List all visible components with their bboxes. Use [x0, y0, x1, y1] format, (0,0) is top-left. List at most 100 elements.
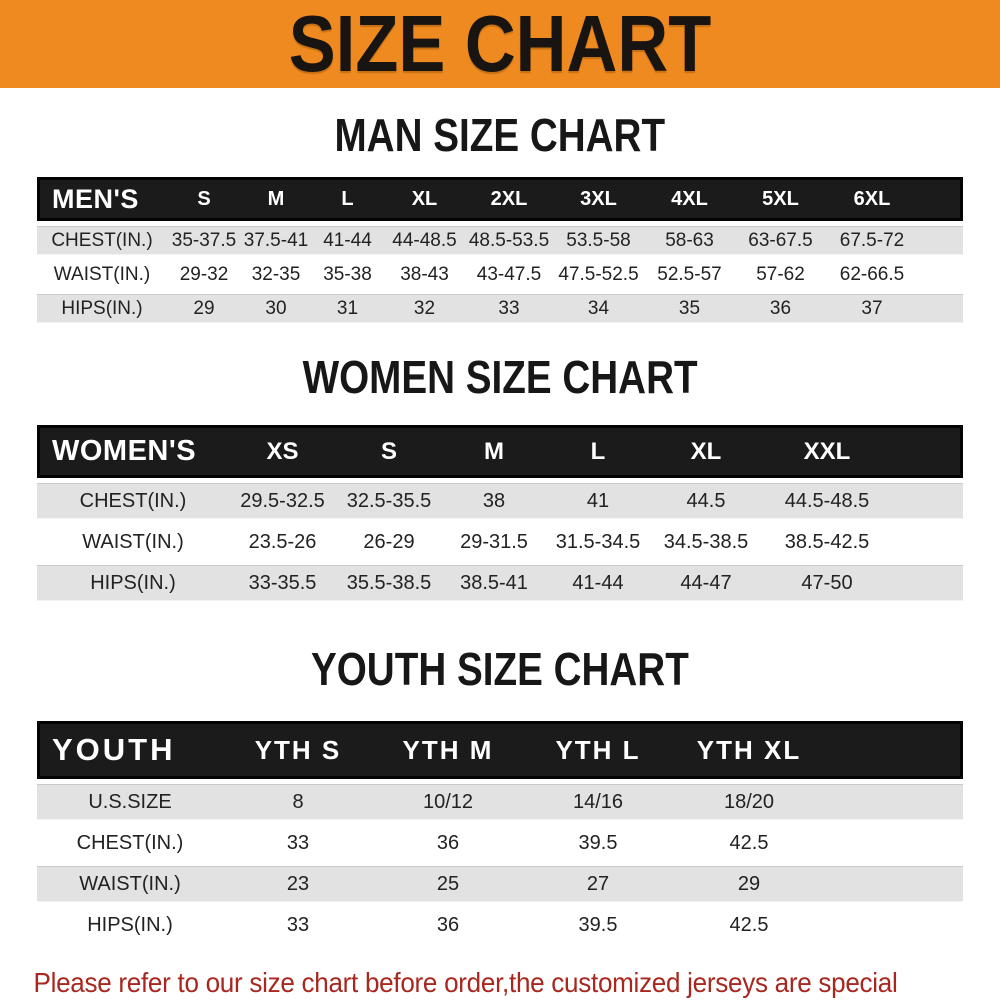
men-col-header-7: 5XL: [735, 177, 826, 221]
size-cell: 41: [546, 483, 650, 519]
size-cell: 29: [167, 294, 241, 323]
men-header-label: MEN'S: [37, 177, 167, 221]
youth-header-row: YOUTH YTH S YTH M YTH L YTH XL: [37, 721, 963, 779]
size-cell: 33: [465, 294, 553, 323]
size-cell: 39.5: [523, 907, 673, 943]
header-spacer: [825, 721, 963, 779]
size-cell: 47-50: [762, 565, 892, 601]
size-cell: 36: [735, 294, 826, 323]
size-cell: 33: [223, 907, 373, 943]
size-cell: 8: [223, 784, 373, 820]
size-cell: 29: [673, 866, 825, 902]
youth-row-3: HIPS(IN.) 33 36 39.5 42.5: [37, 907, 963, 943]
size-cell: 38-43: [384, 260, 465, 289]
youth-col-header-1: YTH M: [373, 721, 523, 779]
row-label: CHEST(IN.): [37, 825, 223, 861]
men-row-1: WAIST(IN.) 29-32 32-35 35-38 38-43 43-47.5 47.…: [37, 260, 963, 289]
row-label: CHEST(IN.): [37, 483, 229, 519]
row-spacer: [892, 524, 963, 560]
section-heading-women-text: WOMEN SIZE CHART: [302, 351, 698, 403]
size-cell: 41-44: [546, 565, 650, 601]
disclaimer-note: Please refer to our size chart before or…: [0, 964, 1000, 1000]
size-cell: 10/12: [373, 784, 523, 820]
size-cell: 29.5-32.5: [229, 483, 336, 519]
row-label: WAIST(IN.): [37, 866, 223, 902]
row-spacer: [892, 483, 963, 519]
size-cell: 34.5-38.5: [650, 524, 762, 560]
size-cell: 25: [373, 866, 523, 902]
row-spacer: [825, 866, 963, 902]
size-cell: 23.5-26: [229, 524, 336, 560]
size-cell: 33-35.5: [229, 565, 336, 601]
women-header-row: WOMEN'S XS S M L XL XXL: [37, 425, 963, 478]
size-cell: 35-37.5: [167, 226, 241, 255]
men-col-header-6: 4XL: [644, 177, 735, 221]
size-cell: 39.5: [523, 825, 673, 861]
size-cell: 36: [373, 907, 523, 943]
size-cell: 44-47: [650, 565, 762, 601]
row-label: WAIST(IN.): [37, 524, 229, 560]
youth-row-1: CHEST(IN.) 33 36 39.5 42.5: [37, 825, 963, 861]
women-col-header-2: M: [442, 425, 546, 478]
size-cell: 35-38: [311, 260, 384, 289]
row-label: CHEST(IN.): [37, 226, 167, 255]
banner: SIZE CHART: [0, 0, 1000, 88]
men-col-header-0: S: [167, 177, 241, 221]
section-heading-man-text: MAN SIZE CHART: [334, 109, 666, 161]
size-cell: 48.5-53.5: [465, 226, 553, 255]
men-row-0: CHEST(IN.) 35-37.5 37.5-41 41-44 44-48.5 48.5…: [37, 226, 963, 255]
youth-size-table: YOUTH YTH S YTH M YTH L YTH XL U.S.SIZE 8 10/12…: [37, 716, 963, 948]
youth-row-0: U.S.SIZE 8 10/12 14/16 18/20: [37, 784, 963, 820]
size-cell: 67.5-72: [826, 226, 918, 255]
size-cell: 33: [223, 825, 373, 861]
row-label: HIPS(IN.): [37, 565, 229, 601]
size-cell: 63-67.5: [735, 226, 826, 255]
size-cell: 43-47.5: [465, 260, 553, 289]
men-col-header-5: 3XL: [553, 177, 644, 221]
youth-header-label: YOUTH: [37, 721, 223, 779]
size-cell: 38.5-42.5: [762, 524, 892, 560]
row-spacer: [892, 565, 963, 601]
size-cell: 29-31.5: [442, 524, 546, 560]
row-label: HIPS(IN.): [37, 294, 167, 323]
size-cell: 35.5-38.5: [336, 565, 442, 601]
size-cell: 44.5-48.5: [762, 483, 892, 519]
men-col-header-8: 6XL: [826, 177, 918, 221]
women-row-2: HIPS(IN.) 33-35.5 35.5-38.5 38.5-41 41-44 44-…: [37, 565, 963, 601]
men-col-header-2: L: [311, 177, 384, 221]
youth-row-2: WAIST(IN.) 23 25 27 29: [37, 866, 963, 902]
size-cell: 44-48.5: [384, 226, 465, 255]
size-cell: 53.5-58: [553, 226, 644, 255]
row-spacer: [918, 260, 963, 289]
size-cell: 44.5: [650, 483, 762, 519]
women-col-header-1: S: [336, 425, 442, 478]
size-cell: 32-35: [241, 260, 311, 289]
row-label: U.S.SIZE: [37, 784, 223, 820]
size-cell: 14/16: [523, 784, 673, 820]
size-cell: 41-44: [311, 226, 384, 255]
size-cell: 29-32: [167, 260, 241, 289]
row-spacer: [918, 294, 963, 323]
size-cell: 47.5-52.5: [553, 260, 644, 289]
women-col-header-5: XXL: [762, 425, 892, 478]
size-cell: 23: [223, 866, 373, 902]
size-cell: 58-63: [644, 226, 735, 255]
size-cell: 38: [442, 483, 546, 519]
disclaimer-line-1: Please refer to our size chart before or…: [33, 967, 898, 998]
size-cell: 57-62: [735, 260, 826, 289]
row-spacer: [825, 784, 963, 820]
men-row-2: HIPS(IN.) 29 30 31 32 33 34 35 36 37: [37, 294, 963, 323]
section-heading-youth: YOUTH SIZE CHART: [0, 646, 1000, 692]
size-cell: 42.5: [673, 907, 825, 943]
banner-title: SIZE CHART: [288, 0, 712, 88]
women-row-0: CHEST(IN.) 29.5-32.5 32.5-35.5 38 41 44.5 44.5…: [37, 483, 963, 519]
section-heading-women: WOMEN SIZE CHART: [0, 354, 1000, 400]
row-spacer: [918, 226, 963, 255]
size-cell: 52.5-57: [644, 260, 735, 289]
section-heading-youth-text: YOUTH SIZE CHART: [311, 643, 689, 695]
men-col-header-1: M: [241, 177, 311, 221]
size-cell: 38.5-41: [442, 565, 546, 601]
size-cell: 34: [553, 294, 644, 323]
header-spacer: [892, 425, 963, 478]
